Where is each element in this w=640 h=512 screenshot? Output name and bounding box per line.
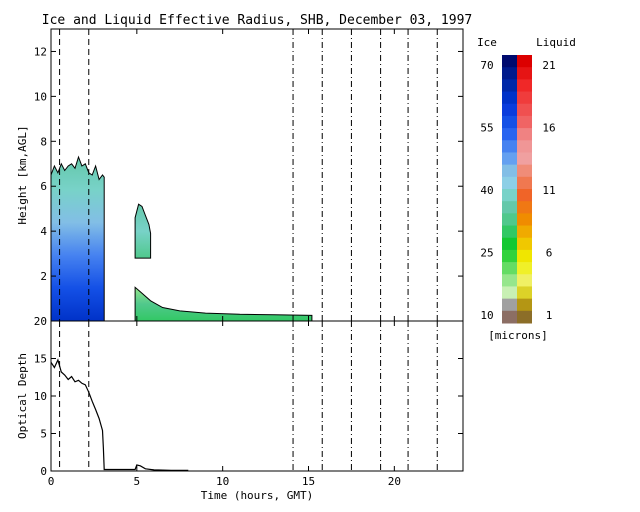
optical-depth-tick-label: 10 [34,390,47,403]
ice-color-swatch [502,274,517,287]
liquid-color-swatch [517,115,532,129]
optical-depth-panel: 0 5 10 15 20 0 5 10 15 20 Optical Depth Time (ho… [16,315,464,502]
colorbar-units: [microns] [488,329,548,342]
liquid-color-swatch [517,286,532,300]
ice-color-swatch [502,201,517,214]
liquid-tick-label: 21 [542,59,555,72]
liquid-tick-label: 16 [542,122,555,135]
ice-color-swatch [502,55,517,68]
optical-depth-panel-frame [50,320,464,472]
time-tick-label: 15 [302,475,315,488]
optical-depth-y-ticks: 0 5 10 15 20 [34,315,463,478]
liquid-tick-label: 6 [546,247,553,260]
ice-color-swatch [502,91,517,105]
optical-depth-tick-label: 15 [34,353,47,366]
ice-tick-label: 55 [480,122,493,135]
liquid-color-swatch [517,128,532,141]
height-tick-label: 10 [34,90,47,103]
ice-color-swatch [502,176,517,190]
colorbar-tick-labels: 70 21 55 16 40 11 25 6 10 1 [480,59,555,322]
ice-color-swatch [502,189,517,202]
height-tick-label: 12 [34,45,47,58]
colorbar-ice-swatches [502,55,517,324]
liquid-color-swatch [517,103,532,117]
ice-color-swatch [502,213,517,227]
bottom-reference-lines [59,321,438,471]
height-x-ticks [50,29,395,321]
ice-color-swatch [502,140,517,153]
liquid-color-swatch [517,225,532,239]
liquid-color-swatch [517,140,532,153]
liquid-color-swatch [517,189,532,202]
ice-color-swatch [502,298,517,312]
ice-tick-label: 25 [480,247,493,260]
ice-color-swatch [502,79,517,93]
height-tick-label: 2 [40,270,47,283]
liquid-color-swatch [517,152,532,166]
liquid-color-swatch [517,262,532,275]
height-tick-label: 4 [40,225,47,238]
ice-color-swatch [502,152,517,166]
time-tick-label: 5 [134,475,141,488]
optical-depth-tick-label: 0 [40,465,47,478]
ice-color-swatch [502,249,517,263]
height-tick-label: 8 [40,135,47,148]
colorbar-ice-label: Ice [477,36,497,49]
cloud-regions [51,155,313,321]
liquid-color-swatch [517,79,532,93]
optical-depth-tick-label: 5 [40,428,47,441]
colorbar-liquid-swatches [517,55,532,324]
ice-color-swatch [502,164,517,178]
ice-color-swatch [502,67,517,80]
ice-color-swatch [502,237,517,251]
colorbar-liquid-label: Liquid [536,36,576,49]
liquid-color-swatch [517,91,532,105]
liquid-tick-label: 1 [546,309,553,322]
optical-depth-tick-label: 20 [34,315,47,328]
height-axis-label: Height [km,AGL] [16,125,29,224]
ice-tick-label: 70 [480,59,493,72]
ice-color-swatch [502,310,517,324]
liquid-color-swatch [517,213,532,227]
top-reference-lines [59,29,438,321]
liquid-color-swatch [517,164,532,178]
time-tick-label: 20 [388,475,401,488]
liquid-color-swatch [517,176,532,190]
ice-color-swatch [502,286,517,300]
time-tick-label: 10 [216,475,229,488]
liquid-tick-label: 11 [542,184,555,197]
ice-color-swatch [502,103,517,117]
liquid-color-swatch [517,67,532,80]
time-x-ticks: 0 5 10 15 20 [48,321,401,488]
ice-tick-label: 40 [480,184,493,197]
liquid-color-swatch [517,310,532,324]
optical-depth-axis-label: Optical Depth [16,353,29,439]
liquid-color-swatch [517,249,532,263]
ice-tick-label: 10 [480,309,493,322]
ice-color-swatch [502,128,517,141]
height-tick-label: 6 [40,180,47,193]
chart-title: Ice and Liquid Effective Radius, SHB, De… [42,13,472,28]
ice-cloud-region [51,155,105,321]
liquid-color-swatch [517,274,532,287]
ice-color-swatch [502,225,517,239]
ice-color-swatch [502,262,517,275]
colorbar: Ice Liquid 70 21 55 16 40 11 25 6 10 1 [microns] [477,36,576,342]
ice-cloud-2-region [134,203,152,259]
time-tick-label: 0 [48,475,55,488]
liquid-color-swatch [517,201,532,214]
liquid-color-swatch [517,237,532,251]
height-panel: 2 4 6 8 10 12 Height [km,AGL] [16,28,464,322]
liquid-cloud-region [134,286,313,321]
liquid-color-swatch [517,55,532,68]
liquid-color-swatch [517,298,532,312]
time-axis-label: Time (hours, GMT) [201,489,314,502]
optical-depth-line [51,358,189,471]
ice-color-swatch [502,115,517,129]
height-panel-frame [50,28,464,322]
height-y-ticks: 2 4 6 8 10 12 [34,45,463,283]
